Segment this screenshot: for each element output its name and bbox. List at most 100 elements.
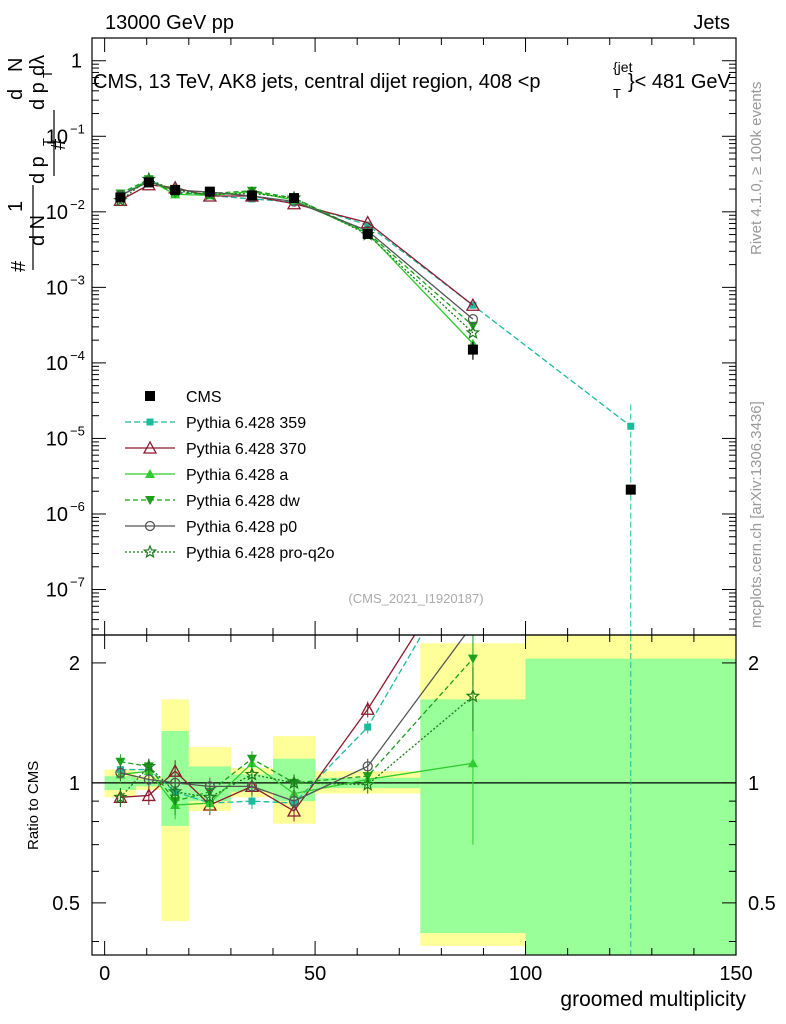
- legend: CMS Pythia 6.428 359 Pythia 6.428 370 Pythi…: [125, 389, 335, 562]
- ratio-point-pq2o-1: [141, 758, 157, 773]
- point-p370-7: [465, 297, 481, 311]
- cms-point-1: [143, 177, 154, 188]
- chart-title-sup: {jet: [613, 59, 633, 75]
- y-tick-exp-2: −2: [70, 197, 85, 212]
- rivet-version-text: Rivet 4.1.0, ≥ 100k events: [748, 82, 765, 255]
- ratio-point-pq2o-3: [202, 789, 218, 804]
- ratio-point-pq2o-5: [286, 775, 302, 790]
- ratio-point-pq2o-0: [113, 789, 128, 804]
- ratio-point-pdw-4: [246, 754, 257, 764]
- data-series: [113, 171, 636, 955]
- cms-point-0: [115, 192, 126, 203]
- ratio-line-pq2o: [119, 695, 474, 799]
- y-label-d2N: d: [5, 89, 27, 100]
- ratio-point-pq2o-2: [167, 784, 183, 798]
- y-label-hash1: #: [8, 260, 30, 272]
- legend-marker-p370: [142, 440, 158, 454]
- chart-title-main: CMS, 13 TeV, AK8 jets, central dijet reg…: [93, 71, 541, 93]
- ratio-point-pp0-1: [143, 774, 154, 785]
- y-tick-exp-6: −6: [70, 499, 85, 514]
- y-tick-label-7: 10: [46, 580, 68, 602]
- y-label-one: 1: [5, 201, 27, 212]
- x-axis-label: groomed multiplicity: [560, 988, 746, 1011]
- y-tick-label-1: 10: [46, 126, 68, 148]
- header-right: Jets: [693, 12, 730, 34]
- point-p359-6: [364, 221, 372, 229]
- chart-title-tail: }< 481 GeV: [628, 71, 732, 93]
- axes: [91, 37, 737, 956]
- legend-label-cms: CMS: [186, 389, 222, 406]
- legend-marker-pq2o: [142, 544, 158, 559]
- x-tick-label-1: 50: [304, 963, 326, 985]
- y-tick-label-3: 10: [46, 277, 68, 299]
- ratio-tick-label-2: 2: [69, 653, 80, 675]
- legend-label-p370: Pythia 6.428 370: [186, 441, 306, 458]
- ratio-point-pp0-6: [362, 761, 373, 772]
- point-pq2o-7: [465, 325, 481, 340]
- ratio-point-pa-7: [467, 758, 478, 768]
- cms-point-6: [362, 228, 373, 239]
- legend-marker-pdw: [145, 496, 155, 505]
- ratio-tick-label-right-2: 2: [748, 653, 759, 675]
- y-tick-label-0: 1: [71, 51, 82, 73]
- ratio-point-p359-6: [364, 723, 372, 731]
- x-tick-label-0: 0: [99, 963, 110, 985]
- y-tick-label-5: 10: [46, 428, 68, 450]
- ratio-point-pp0-5: [288, 795, 300, 807]
- ratio-point-p359-4: [248, 797, 256, 805]
- y-label-dp2: d p: [27, 82, 49, 110]
- ratio-point-pq2o-7: [465, 688, 481, 703]
- header-left: 13000 GeV pp: [105, 12, 234, 34]
- y-tick-label-2: 10: [46, 202, 68, 224]
- ratio-y-label: Ratio to CMS: [25, 761, 42, 850]
- y-label-den: d N: [27, 215, 49, 246]
- ratio-line-p370: [120, 635, 416, 812]
- point-pp0-7: [467, 313, 479, 325]
- ratio-point-p370-5: [286, 803, 302, 817]
- legend-marker-pa: [145, 469, 155, 478]
- legend-label-p359: Pythia 6.428 359: [186, 415, 306, 432]
- ratio-series-pq2o: [113, 667, 481, 808]
- legend-label-pq2o: Pythia 6.428 pro-q2o: [186, 545, 335, 562]
- y-tick-exp-4: −4: [70, 348, 85, 363]
- ratio-tick-label-0: 0.5: [52, 893, 80, 915]
- series-cms: [115, 177, 636, 495]
- y-label-N: N: [5, 58, 27, 72]
- y-tick-exp-5: −5: [70, 423, 85, 438]
- ratio-point-pq2o-6: [360, 776, 375, 791]
- chart-title-sub: T: [613, 86, 621, 101]
- cms-point-5: [289, 193, 300, 204]
- legend-marker-pp0: [144, 520, 156, 532]
- legend-marker-cms: [145, 391, 155, 401]
- y-tick-label-4: 10: [46, 353, 68, 375]
- cms-point-2: [170, 184, 181, 195]
- x-tick-label-2: 100: [509, 963, 542, 985]
- ratio-panel-frame: [91, 634, 737, 956]
- ratio-point-pdw-7: [467, 654, 478, 664]
- mcplots-text: mcplots.cern.ch [arXiv:1306.3436]: [748, 401, 765, 628]
- cms-point-7: [467, 344, 478, 355]
- y-label-dlambda: dλ: [27, 55, 49, 76]
- legend-label-pa: Pythia 6.428 a: [186, 467, 288, 484]
- y-tick-exp-7: −7: [70, 575, 85, 590]
- ratio-point-p370-6: [360, 701, 375, 715]
- legend-label-pp0: Pythia 6.428 p0: [186, 519, 297, 536]
- legend-marker-p359: [146, 418, 154, 426]
- cms-point-3: [204, 186, 215, 197]
- ratio-tick-label-right-1: 1: [748, 773, 759, 795]
- y-tick-label-6: 10: [46, 504, 68, 526]
- ratio-tick-label-right-0: 0.5: [748, 893, 776, 915]
- chart-title: CMS, 13 TeV, AK8 jets, central dijet reg…: [93, 71, 541, 93]
- ratio-tick-label-1: 1: [69, 773, 80, 795]
- y-tick-exp-1: −1: [70, 121, 85, 136]
- ratio-point-pq2o-4: [244, 766, 260, 781]
- watermark: (CMS_2021_I1920187): [348, 591, 483, 606]
- cms-point-4: [246, 190, 257, 201]
- y-label-T1: T: [40, 138, 55, 146]
- legend-label-pdw: Pythia 6.428 dw: [186, 493, 300, 510]
- ratio-point-pdw-0: [115, 757, 126, 767]
- x-tick-label-3: 150: [719, 963, 752, 985]
- y-label-dp: d p: [27, 156, 49, 184]
